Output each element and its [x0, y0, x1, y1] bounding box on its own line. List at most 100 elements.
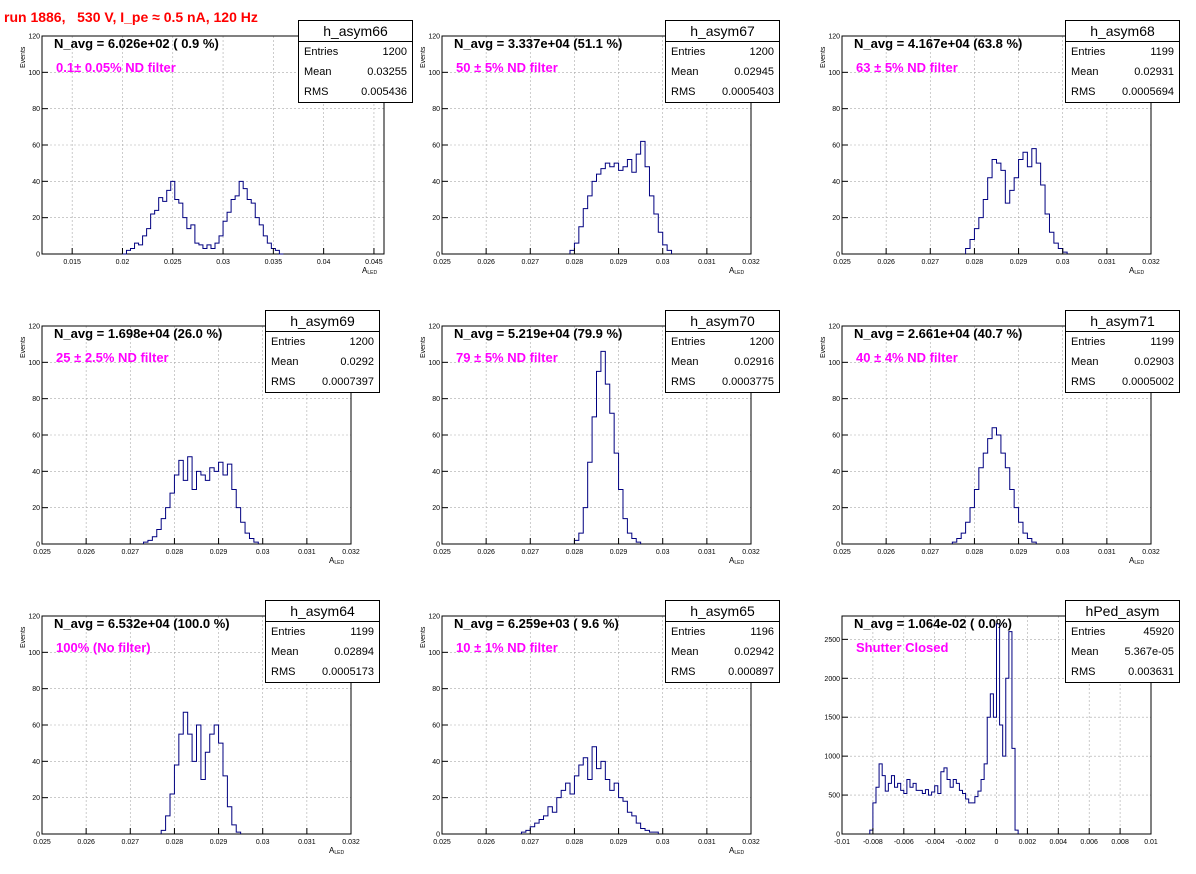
- histogram-bin: [1032, 542, 1036, 544]
- stats-box-title: h_asym71: [1066, 311, 1179, 332]
- stats-key: RMS: [1071, 86, 1096, 98]
- histogram-bin: [232, 490, 236, 545]
- histogram-bin: [223, 776, 227, 834]
- histogram-bin: [263, 236, 267, 254]
- stats-box-title: hPed_asym: [1066, 601, 1179, 622]
- y-tick-label: 0: [36, 252, 40, 259]
- histogram-bin: [997, 435, 1001, 544]
- x-axis-label-main: A: [329, 846, 335, 855]
- histogram-bin: [183, 712, 187, 834]
- x-tick-label: 0.03: [656, 259, 670, 266]
- x-tick-label: 0.025: [33, 839, 51, 846]
- x-axis-label: ALED: [729, 266, 744, 276]
- histogram-plot: 0.025 0.026 0.027 0.028 0.029 0.03 0.031 0.032 0…: [428, 324, 760, 557]
- y-tick-label: 1500: [824, 715, 840, 722]
- histogram-bin: [592, 417, 596, 544]
- histogram-bin: [152, 537, 156, 544]
- histogram-bin: [205, 752, 209, 834]
- stats-row-mean: Mean 0.02931: [1066, 62, 1179, 82]
- stats-value: 0.02945: [734, 66, 774, 78]
- stats-key: Mean: [671, 66, 699, 78]
- stats-row-rms: RMS 0.005436: [299, 82, 412, 102]
- y-tick-label: 20: [432, 795, 440, 802]
- y-tick-label: 1000: [824, 754, 840, 761]
- x-axis-label-main: A: [729, 266, 735, 275]
- n-avg-label: N_avg = 6.259e+03 ( 9.6 %): [454, 616, 619, 631]
- stats-value: 1200: [382, 46, 407, 58]
- histogram-bin: [610, 790, 614, 834]
- x-axis-label: ALED: [362, 266, 377, 276]
- y-tick-label: 40: [432, 759, 440, 766]
- y-tick-label: 40: [432, 469, 440, 476]
- histogram-bin: [171, 181, 175, 254]
- n-avg-label: N_avg = 3.337e+04 (51.1 %): [454, 36, 623, 51]
- histogram-bin: [597, 371, 601, 544]
- stats-key: Entries: [1071, 336, 1106, 348]
- histogram-bin: [882, 776, 885, 834]
- histogram-bin: [544, 816, 548, 834]
- histogram-bin: [978, 791, 981, 834]
- histogram-bin: [236, 508, 240, 544]
- x-axis-label: ALED: [729, 556, 744, 566]
- stats-box-title: h_asym64: [266, 601, 379, 622]
- stats-row-entries: Entries 1199: [1066, 42, 1179, 62]
- stats-row-entries: Entries 1200: [666, 332, 779, 352]
- y-tick-label: 100: [828, 70, 840, 77]
- stats-row-rms: RMS 0.0003775: [666, 372, 779, 392]
- n-avg-label: N_avg = 5.219e+04 (79.9 %): [454, 326, 623, 341]
- histogram-bin: [243, 189, 247, 254]
- histogram-bin: [632, 816, 636, 834]
- stats-box: h_asym66 Entries 1200 Mean 0.03255 RMS 0.00543…: [298, 20, 413, 103]
- x-tick-label: 0.028: [566, 549, 584, 556]
- histogram-bin: [979, 468, 983, 544]
- histogram-bin: [167, 190, 171, 254]
- y-tick-label: 100: [28, 650, 40, 657]
- stats-box: h_asym65 Entries 1196 Mean 0.02942 RMS 0.00089…: [665, 600, 780, 683]
- filter-label: 100% (No filter): [56, 640, 151, 655]
- x-axis-label-sub: LED: [734, 270, 745, 276]
- histogram-bin: [904, 794, 907, 834]
- histogram-bin: [1005, 203, 1009, 254]
- stats-row-mean: Mean 0.0292: [266, 352, 379, 372]
- histogram-bin: [992, 160, 996, 254]
- histogram-bin: [521, 832, 525, 834]
- histogram-bin: [919, 790, 922, 834]
- y-tick-label: 80: [832, 106, 840, 113]
- histogram-bin: [1063, 252, 1067, 254]
- x-axis-label: ALED: [329, 846, 344, 856]
- x-tick-label: 0.03: [1056, 549, 1070, 556]
- histogram-bin: [579, 765, 583, 834]
- histogram-bin: [663, 245, 667, 254]
- stats-value: 1200: [749, 46, 774, 58]
- histogram-bin: [170, 794, 174, 834]
- x-tick-label: 0.029: [1010, 549, 1028, 556]
- stats-key: Mean: [271, 356, 299, 368]
- histogram-bin: [223, 475, 227, 544]
- histogram-bin: [956, 783, 959, 834]
- histogram-bin: [935, 786, 938, 834]
- x-tick-label: 0.03: [256, 839, 270, 846]
- histogram-bin: [203, 249, 207, 254]
- histogram-series-line: [143, 456, 259, 544]
- histogram-bin: [1019, 160, 1023, 254]
- histogram-bin: [979, 218, 983, 254]
- x-tick-label: 0.006: [1080, 839, 1098, 846]
- x-tick-label: 0: [995, 839, 999, 846]
- histogram-bin: [929, 795, 932, 834]
- y-tick-label: 120: [428, 324, 440, 331]
- histogram-bin: [227, 464, 231, 544]
- histogram-bin: [636, 823, 640, 834]
- histogram-bin: [566, 783, 570, 834]
- histogram-bin: [876, 787, 879, 834]
- histogram-bin: [259, 225, 263, 254]
- histogram-bin: [195, 243, 199, 254]
- stats-row-entries: Entries 45920: [1066, 622, 1179, 642]
- histogram-bin: [255, 218, 259, 254]
- y-axis-label: Events: [420, 46, 427, 68]
- stats-value: 0.02931: [1134, 66, 1174, 78]
- y-tick-label: 60: [832, 143, 840, 150]
- x-tick-label: 0.028: [166, 839, 184, 846]
- histogram-bin: [579, 533, 583, 544]
- x-tick-label: 0.027: [522, 839, 540, 846]
- stats-key: Mean: [1071, 66, 1099, 78]
